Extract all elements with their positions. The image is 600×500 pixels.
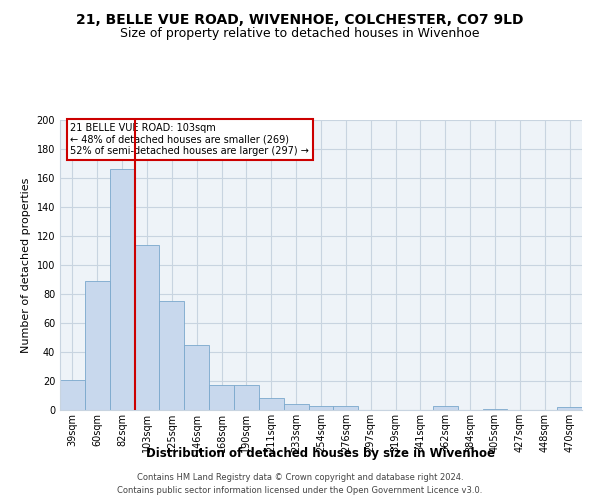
Bar: [334, 406, 358, 410]
Bar: [557, 407, 582, 410]
Text: 21 BELLE VUE ROAD: 103sqm
← 48% of detached houses are smaller (269)
52% of semi: 21 BELLE VUE ROAD: 103sqm ← 48% of detac…: [70, 123, 310, 156]
Bar: [110, 170, 134, 410]
Bar: [284, 404, 308, 410]
Bar: [259, 398, 284, 410]
Bar: [209, 386, 234, 410]
Bar: [433, 406, 458, 410]
Bar: [184, 345, 209, 410]
Bar: [482, 408, 508, 410]
Text: 21, BELLE VUE ROAD, WIVENHOE, COLCHESTER, CO7 9LD: 21, BELLE VUE ROAD, WIVENHOE, COLCHESTER…: [76, 12, 524, 26]
Text: Contains HM Land Registry data © Crown copyright and database right 2024.: Contains HM Land Registry data © Crown c…: [137, 472, 463, 482]
Text: Contains public sector information licensed under the Open Government Licence v3: Contains public sector information licen…: [118, 486, 482, 495]
Y-axis label: Number of detached properties: Number of detached properties: [21, 178, 31, 352]
Bar: [85, 281, 110, 410]
Bar: [234, 386, 259, 410]
Bar: [308, 406, 334, 410]
Bar: [60, 380, 85, 410]
Text: Distribution of detached houses by size in Wivenhoe: Distribution of detached houses by size …: [146, 448, 496, 460]
Bar: [160, 301, 184, 410]
Bar: [134, 244, 160, 410]
Text: Size of property relative to detached houses in Wivenhoe: Size of property relative to detached ho…: [120, 28, 480, 40]
